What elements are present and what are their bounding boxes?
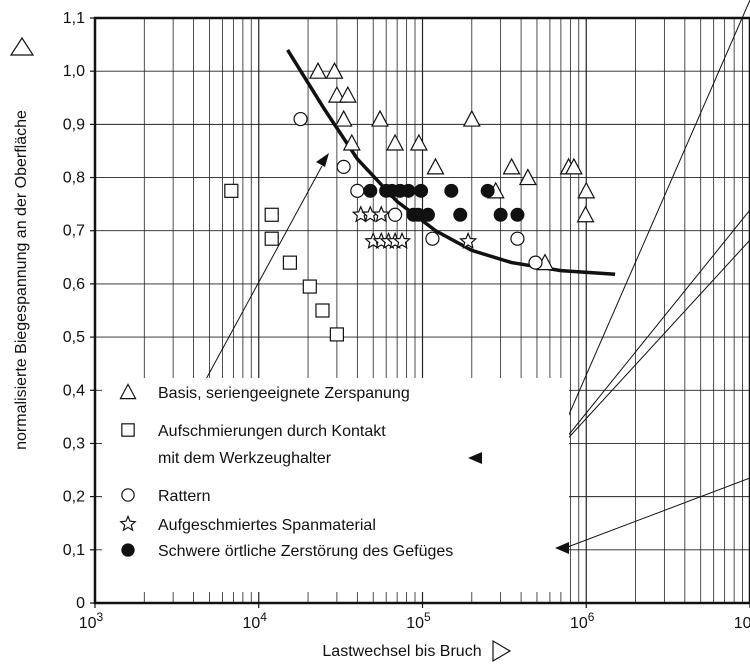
data-point-square xyxy=(224,183,239,198)
legend-marker-square xyxy=(121,423,135,437)
x-tick-label: 104 xyxy=(243,610,268,632)
y-tick-label: 0,4 xyxy=(63,382,85,399)
data-point-triangle xyxy=(327,85,346,103)
y-tick-label: 0,5 xyxy=(63,329,85,346)
data-point-square xyxy=(264,207,279,222)
data-point-triangle xyxy=(325,61,344,79)
data-point-dot xyxy=(453,207,468,222)
annotation-line-contact-2 xyxy=(549,209,750,459)
y-tick-label: 1,1 xyxy=(63,10,85,27)
arrowhead-basis xyxy=(316,153,329,167)
data-points xyxy=(224,61,596,342)
data-point-square xyxy=(329,327,344,342)
data-point-circle xyxy=(528,255,543,270)
data-point-dot xyxy=(420,207,435,222)
data-point-star xyxy=(392,231,412,250)
legend-label: Schwere örtliche Zerstörung des Gefüges xyxy=(158,543,453,560)
x-axis-title: Lastwechsel bis Bruch xyxy=(322,643,481,660)
y-tick-label: 0,8 xyxy=(63,170,85,187)
legend-marker-dot xyxy=(121,543,135,557)
legend-label: Aufschmierungen durch Kontakt xyxy=(158,423,386,440)
arrowhead-structure xyxy=(555,542,569,554)
data-point-dot xyxy=(493,207,508,222)
data-point-triangle xyxy=(576,205,595,223)
legend-label: Aufgeschmiertes Spanmaterial xyxy=(158,517,376,534)
data-point-square xyxy=(315,303,330,318)
data-point-triangle xyxy=(370,109,389,127)
data-point-square xyxy=(264,231,279,246)
annotation-line-basis xyxy=(204,165,323,382)
y-axis-title-group: normalisierte Biegespannung an der Oberf… xyxy=(9,36,35,450)
data-point-triangle xyxy=(502,157,521,175)
legend-label-continued: mit dem Werkzeughalter xyxy=(158,450,332,467)
legend-marker-triangle xyxy=(119,383,137,400)
data-point-square xyxy=(302,279,317,294)
data-point-triangle xyxy=(342,133,361,151)
annotation-arrows xyxy=(204,0,750,549)
data-point-circle xyxy=(336,159,351,175)
data-point-square xyxy=(282,255,298,270)
x-tick-label: 106 xyxy=(570,610,595,632)
data-point-star xyxy=(459,231,478,250)
data-point-triangle xyxy=(338,85,357,103)
y-tick-label: 0,7 xyxy=(63,223,85,240)
annotation-arrowheads xyxy=(316,153,569,554)
data-point-dot xyxy=(363,183,378,198)
data-point-triangle xyxy=(462,109,481,127)
x-tick-label: 103 xyxy=(79,610,104,632)
arrowhead-contact xyxy=(468,452,482,464)
data-point-dot xyxy=(444,183,459,198)
data-point-dot xyxy=(401,183,416,198)
y-tick-label: 1,0 xyxy=(63,63,85,80)
data-point-star xyxy=(372,205,391,223)
data-point-dot xyxy=(414,183,429,198)
x-tick-label: 107 xyxy=(734,610,750,632)
data-point-triangle xyxy=(426,157,445,175)
data-point-circle xyxy=(510,231,525,246)
y-axis-title: normalisierte Biegespannung an der Oberf… xyxy=(13,110,30,450)
legend-label: Rattern xyxy=(158,488,210,505)
annotation-line-structure xyxy=(564,477,750,549)
legend: Basis, seriengeeignete Zerspanung Aufschm… xyxy=(102,378,569,592)
x-tick-label: 105 xyxy=(406,610,431,632)
y-tick-label: 0,9 xyxy=(63,116,85,133)
legend-marker-circle xyxy=(121,488,135,502)
data-point-triangle xyxy=(564,157,583,175)
x-axis-arrow-icon xyxy=(492,639,512,663)
y-tick-label: 0,1 xyxy=(63,542,85,559)
x-axis-ticks: 103 104 105 106 107 xyxy=(79,603,750,632)
data-point-circle xyxy=(425,231,440,246)
data-point-circle xyxy=(387,207,403,222)
data-point-dot xyxy=(480,183,495,198)
y-tick-label: 0,3 xyxy=(63,435,85,452)
y-tick-label: 0 xyxy=(76,595,85,612)
data-point-triangle xyxy=(577,181,596,199)
legend-label: Basis, seriengeeignete Zerspanung xyxy=(158,385,410,402)
data-point-triangle xyxy=(518,168,537,186)
data-point-triangle xyxy=(334,109,353,127)
data-point-circle xyxy=(350,183,365,198)
legend-box xyxy=(102,378,569,592)
annotation-line-contact-1 xyxy=(549,0,750,459)
y-tick-label: 0,6 xyxy=(63,276,85,293)
legend-marker-star xyxy=(119,514,137,532)
y-tick-label: 0,2 xyxy=(63,489,85,506)
data-point-circle xyxy=(293,111,308,127)
y-axis-arrow-icon xyxy=(9,36,35,56)
data-point-dot xyxy=(510,207,525,222)
data-point-triangle xyxy=(308,61,327,79)
data-point-triangle xyxy=(386,133,405,151)
x-axis-title-group: Lastwechsel bis Bruch xyxy=(322,639,512,663)
annotation-line-contact-3 xyxy=(549,239,750,459)
y-axis-ticks: 0 0,1 0,2 0,3 0,4 0,5 0,6 0,7 0,8 0,9 1,0 1,1 xyxy=(63,10,95,612)
data-point-triangle xyxy=(409,133,428,151)
